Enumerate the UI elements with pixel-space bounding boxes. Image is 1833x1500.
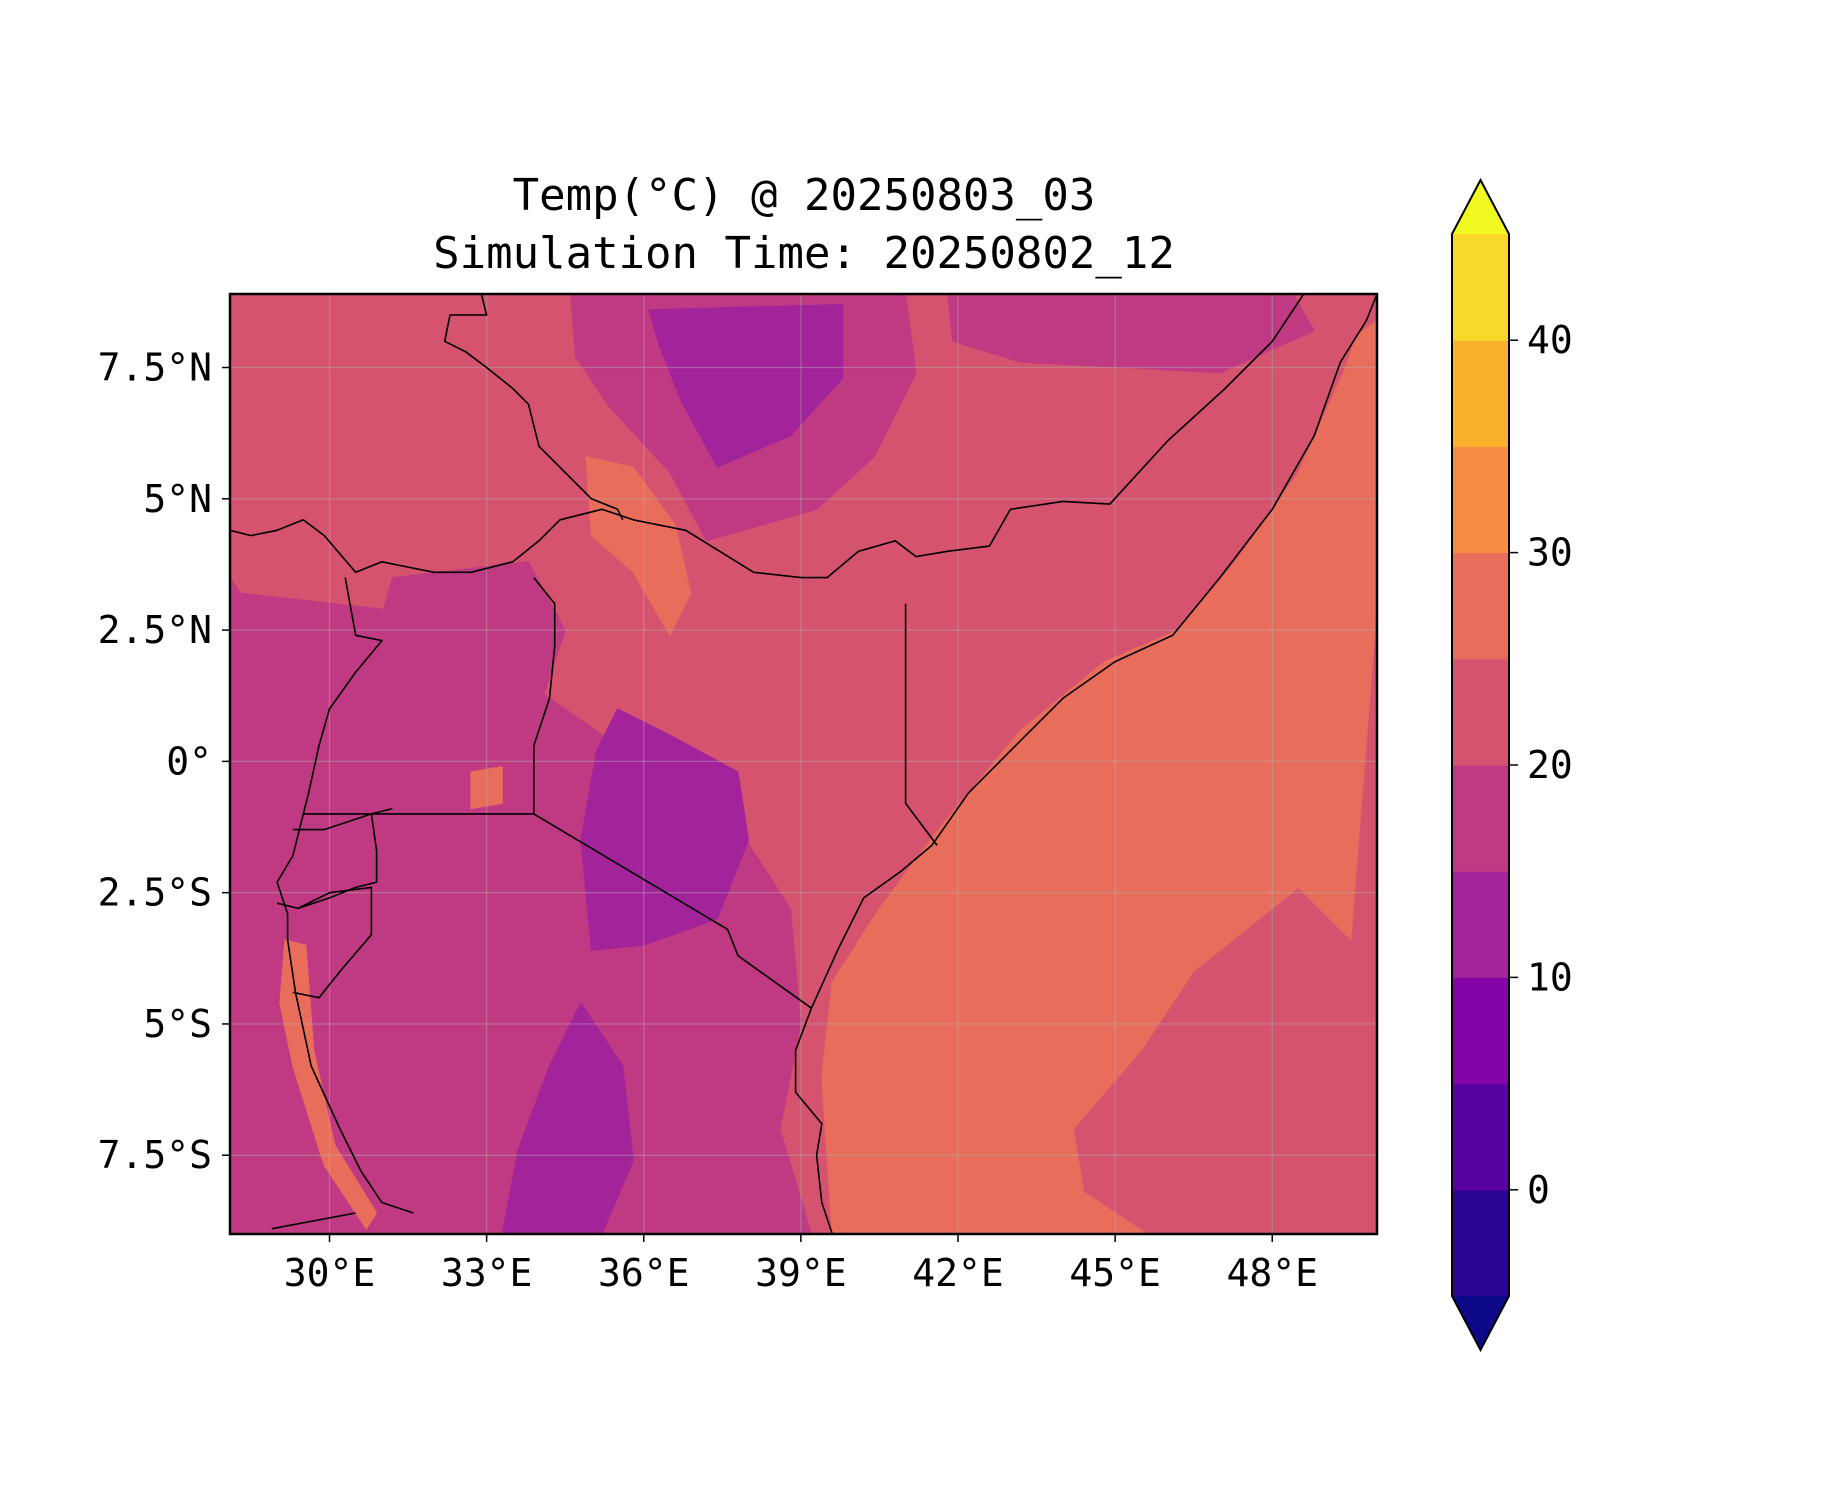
colorbar-swatch [1452, 658, 1509, 766]
colorbar-under-extension [1452, 1296, 1509, 1350]
colorbar-swatch [1452, 1189, 1509, 1297]
colorbar-tick-label: 0 [1527, 1168, 1550, 1212]
border-line [443, 294, 618, 511]
border-line [532, 577, 556, 814]
title-line-2: Simulation Time: 20250802_12 [433, 228, 1175, 279]
latitude-axis: 7.5°N 5°N 2.5°N 0° 2.5°S 5°S 7.5°S [98, 346, 230, 1177]
border-line [904, 603, 938, 846]
y-tick-label: 5°S [143, 1002, 212, 1046]
border-line [303, 813, 812, 1009]
colorbar-swatch [1452, 977, 1509, 1085]
border-line [616, 508, 624, 521]
colorbar-tick-label: 40 [1527, 318, 1573, 362]
colorbar-over-extension [1452, 180, 1509, 234]
temp-region-southern-highlands [501, 1002, 634, 1234]
colorbar-swatch [1452, 765, 1509, 872]
y-tick-label: 2.5°N [98, 608, 212, 652]
border-line [271, 1212, 356, 1230]
colorbar-swatch [1452, 871, 1509, 978]
y-tick-label: 7.5°S [98, 1133, 212, 1177]
border-line [276, 577, 414, 1214]
x-tick-label: 39°E [755, 1251, 847, 1295]
x-tick-label: 42°E [912, 1251, 1004, 1295]
map-frame [228, 292, 1379, 1236]
temp-region-lake-victoria-warm [470, 766, 503, 810]
colorbar-swatch [1452, 340, 1509, 447]
temp-region-lake-tanganyika-warm [279, 939, 378, 1230]
x-tick-label: 45°E [1069, 1251, 1161, 1295]
y-tick-label: 5°N [143, 477, 212, 521]
colorbar-tick-label: 30 [1527, 531, 1573, 575]
colorbar-outline [1451, 177, 1510, 1353]
x-tick-label: 33°E [441, 1251, 533, 1295]
border-line [794, 294, 1377, 1234]
temp-region-ocean-warm [821, 319, 1377, 1234]
title-line-1: Temp(°C) @ 20250803_03 [513, 170, 1096, 221]
longitude-axis: 30°E 33°E 36°E 39°E 42°E 45°E 48°E [284, 1234, 1318, 1295]
border-line [276, 813, 378, 910]
temp-region-ethiopian-highlands-core [648, 304, 844, 468]
x-tick-label: 36°E [598, 1251, 690, 1295]
temp-region-central-highlands [580, 708, 749, 951]
border-line [292, 886, 373, 999]
border-line [230, 294, 1305, 579]
colorbar-tick-label: 10 [1527, 955, 1573, 999]
colorbar-swatch [1452, 234, 1509, 341]
map-title: Temp(°C) @ 20250803_03 Simulation Time: … [433, 170, 1175, 279]
x-tick-label: 30°E [284, 1251, 376, 1295]
colorbar-swatch [1452, 552, 1509, 660]
border-line [371, 807, 393, 815]
x-tick-label: 48°E [1226, 1251, 1318, 1295]
colorbar-swatch [1452, 1083, 1509, 1191]
temp-region-east-ethiopia-cool [947, 294, 1315, 374]
country-borders-and-coastlines [230, 294, 1377, 1234]
temp-region-turkana-warm [585, 456, 692, 636]
colorbar: 0 10 20 30 40 [1451, 177, 1573, 1353]
y-tick-label: 7.5°N [98, 346, 212, 390]
y-tick-label: 0° [166, 739, 212, 783]
temperature-field [230, 294, 1377, 1234]
graticule-gridlines [230, 294, 1377, 1234]
colorbar-swatch [1452, 446, 1509, 554]
y-tick-label: 2.5°S [98, 871, 212, 915]
colorbar-tick-label: 20 [1527, 743, 1573, 787]
